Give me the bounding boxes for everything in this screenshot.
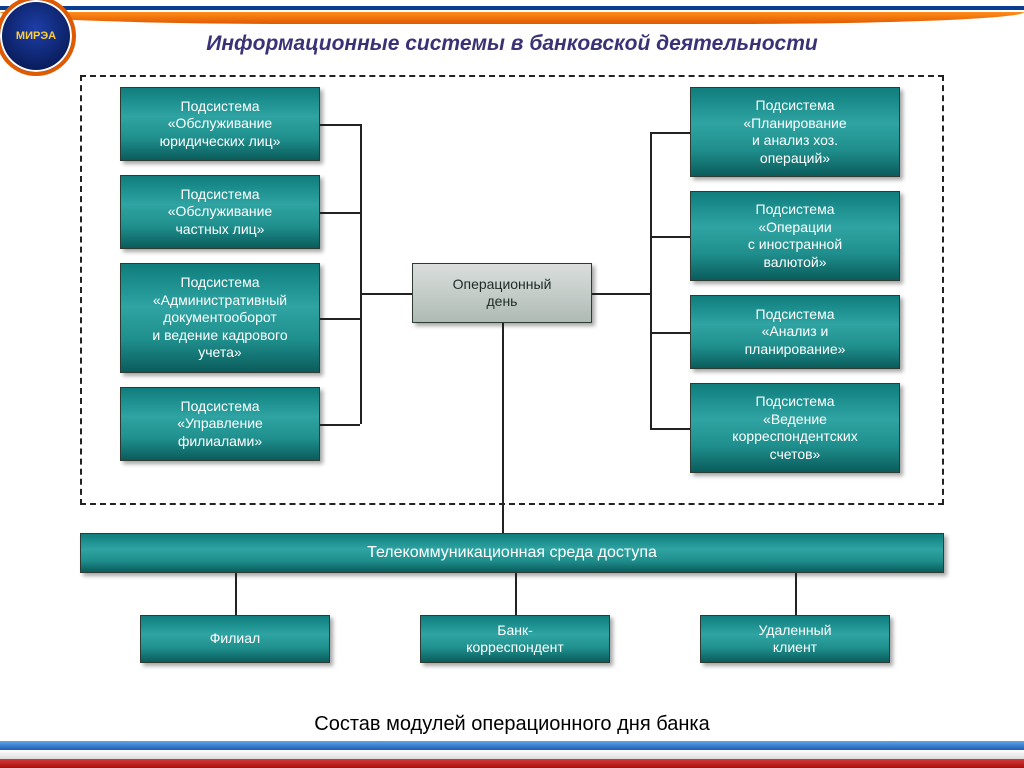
connector (650, 332, 690, 334)
logo-text: МИРЭА (16, 30, 56, 42)
page-caption: Состав модулей операционного дня банка (0, 713, 1024, 736)
connector (320, 212, 360, 214)
connector (360, 293, 412, 295)
header-blue-stripe (0, 6, 1024, 10)
bottom-node-1: Банк- корреспондент (420, 615, 610, 663)
diagram: Подсистема «Обслуживание юридических лиц… (60, 75, 964, 705)
telecom-bar: Телекоммуникационная среда доступа (80, 533, 944, 573)
connector (650, 428, 690, 430)
connector (502, 323, 504, 533)
bottom-node-2: Удаленный клиент (700, 615, 890, 663)
center-node: Операционный день (412, 263, 592, 323)
connector (320, 424, 360, 426)
right-subsystem-3: Подсистема «Ведение корреспондентских сч… (690, 383, 900, 473)
footer-blue (0, 741, 1024, 750)
right-subsystem-0: Подсистема «Планирование и анализ хоз. о… (690, 87, 900, 177)
left-subsystem-0: Подсистема «Обслуживание юридических лиц… (120, 87, 320, 161)
connector (320, 124, 360, 126)
connector (650, 236, 690, 238)
bottom-node-0: Филиал (140, 615, 330, 663)
connector (795, 573, 797, 615)
connector (235, 573, 237, 615)
connector (592, 293, 650, 295)
footer-red (0, 759, 1024, 768)
left-subsystem-1: Подсистема «Обслуживание частных лиц» (120, 175, 320, 249)
connector (515, 573, 517, 615)
footer-white (0, 750, 1024, 759)
connector (320, 318, 360, 320)
connector (650, 132, 652, 428)
right-subsystem-1: Подсистема «Операции с иностранной валют… (690, 191, 900, 281)
page-title: Информационные системы в банковской деят… (0, 32, 1024, 56)
left-subsystem-2: Подсистема «Административный документооб… (120, 263, 320, 373)
left-subsystem-3: Подсистема «Управление филиалами» (120, 387, 320, 461)
header-orange-stripe (0, 12, 1024, 24)
connector (360, 124, 362, 424)
right-subsystem-2: Подсистема «Анализ и планирование» (690, 295, 900, 369)
footer-band (0, 738, 1024, 768)
connector (650, 132, 690, 134)
